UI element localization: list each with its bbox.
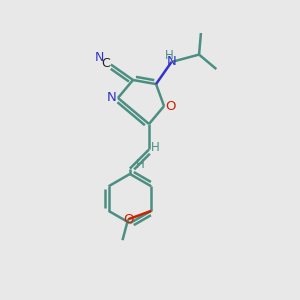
Text: O: O (123, 213, 133, 226)
Text: H: H (151, 141, 160, 154)
Text: N: N (106, 92, 116, 104)
Text: N: N (167, 56, 176, 68)
Text: O: O (165, 100, 176, 112)
Text: C: C (101, 56, 110, 70)
Text: H: H (136, 158, 145, 171)
Text: N: N (95, 51, 104, 64)
Text: H: H (165, 50, 173, 62)
